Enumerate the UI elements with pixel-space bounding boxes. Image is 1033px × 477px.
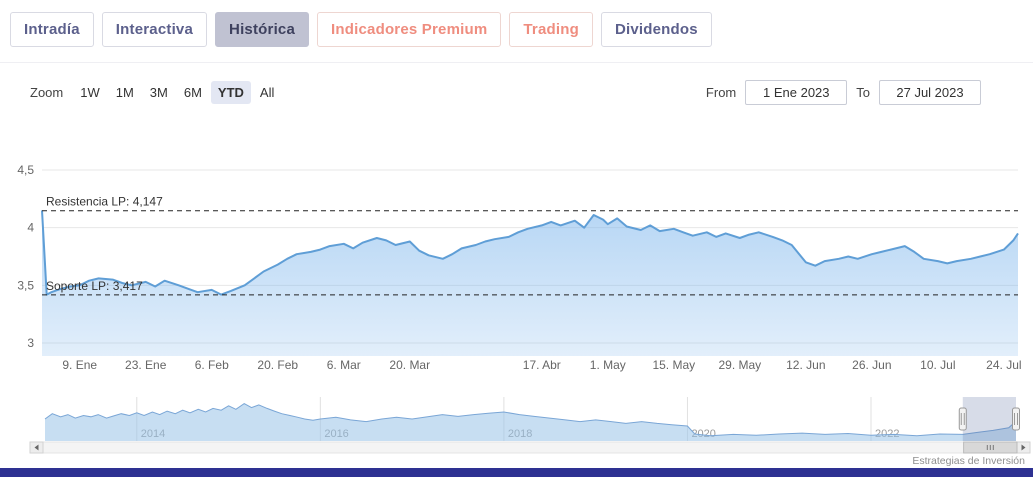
navigator-handle-right[interactable] [1012,407,1020,431]
annotation-label: Soporte LP: 3,417 [46,279,143,293]
x-tick-label: 1. May [590,358,626,372]
x-tick-label: 23. Ene [125,358,167,372]
x-tick-label: 10. Jul [920,358,955,372]
y-tick-label: 3,5 [17,278,34,292]
y-tick-label: 4 [27,221,34,235]
tab-dividendos[interactable]: Dividendos [600,12,712,47]
zoom-controls: Zoom 1W 1M 3M 6M YTD All [30,80,283,104]
x-tick-label: 15. May [652,358,695,372]
x-tick-label: 20. Feb [257,358,298,372]
tab-indicadores-premium[interactable]: Indicadores Premium [317,12,502,47]
zoom-range-3m-button[interactable]: 3M [143,81,175,104]
date-range-controls: From To [705,79,981,105]
x-axis-labels: 9. Ene 23. Ene 6. Feb 20. Feb 6. Mar 20. Mar 1… [62,358,1021,372]
to-date-input[interactable] [879,79,981,105]
tab-historica[interactable]: Histórica [215,12,310,47]
scrollbar-arrow-left-icon [34,444,39,451]
navigator-series [45,403,1016,441]
price-series [41,210,1019,356]
zoom-range-ytd-button[interactable]: YTD [210,80,251,104]
y-axis-labels: 4,5 4 3,5 3 [17,163,34,350]
annotations: Resistencia LP: 4,147 Soporte LP: 3,417 [42,195,1018,296]
tab-interactiva[interactable]: Interactiva [101,12,208,47]
from-date-input[interactable] [745,79,848,105]
zoom-range-6m-button[interactable]: 6M [177,81,209,104]
x-tick-label: 29. May [718,358,761,372]
navigator-handle-left[interactable] [958,407,967,431]
scrollbar-track[interactable] [42,441,1018,454]
zoom-range-buttons: 1W 1M 3M 6M YTD All [73,80,283,104]
x-tick-label: 6. Mar [327,358,361,372]
from-label: From [705,84,737,100]
y-tick-label: 4,5 [17,163,34,177]
scrollbar-arrow-right-icon [1021,444,1026,451]
x-tick-label: 26. Jun [852,358,891,372]
to-label: To [856,84,870,100]
navigator[interactable]: 20142016201820202022 [44,397,1020,441]
zoom-range-1m-button[interactable]: 1M [109,81,141,104]
navigator-selection[interactable] [962,397,1016,441]
y-tick-label: 3 [27,336,34,350]
x-tick-label: 20. Mar [389,358,430,372]
brand-bar [0,468,1033,477]
x-tick-label: 9. Ene [62,358,97,372]
x-tick-label: 24. Jul [986,358,1021,372]
x-tick-label: 12. Jun [786,358,825,372]
x-tick-label: 17. Abr [523,358,561,372]
zoom-range-all-button[interactable]: All [253,81,281,104]
zoom-label: Zoom [30,84,64,100]
chart-tabs: Intradía Interactiva Histórica Indicadores … [10,12,712,47]
tab-intradia[interactable]: Intradía [10,12,94,47]
annotation-label: Resistencia LP: 4,147 [46,195,163,209]
zoom-range-1w-button[interactable]: 1W [73,81,107,104]
navigator-series-line [44,403,1017,437]
tabs-divider [0,62,1033,63]
tab-trading[interactable]: Trading [509,12,593,47]
x-tick-label: 6. Feb [195,358,229,372]
scrollbar[interactable] [29,441,1031,454]
chart-credit: Estrategias de Inversión [912,455,1025,467]
